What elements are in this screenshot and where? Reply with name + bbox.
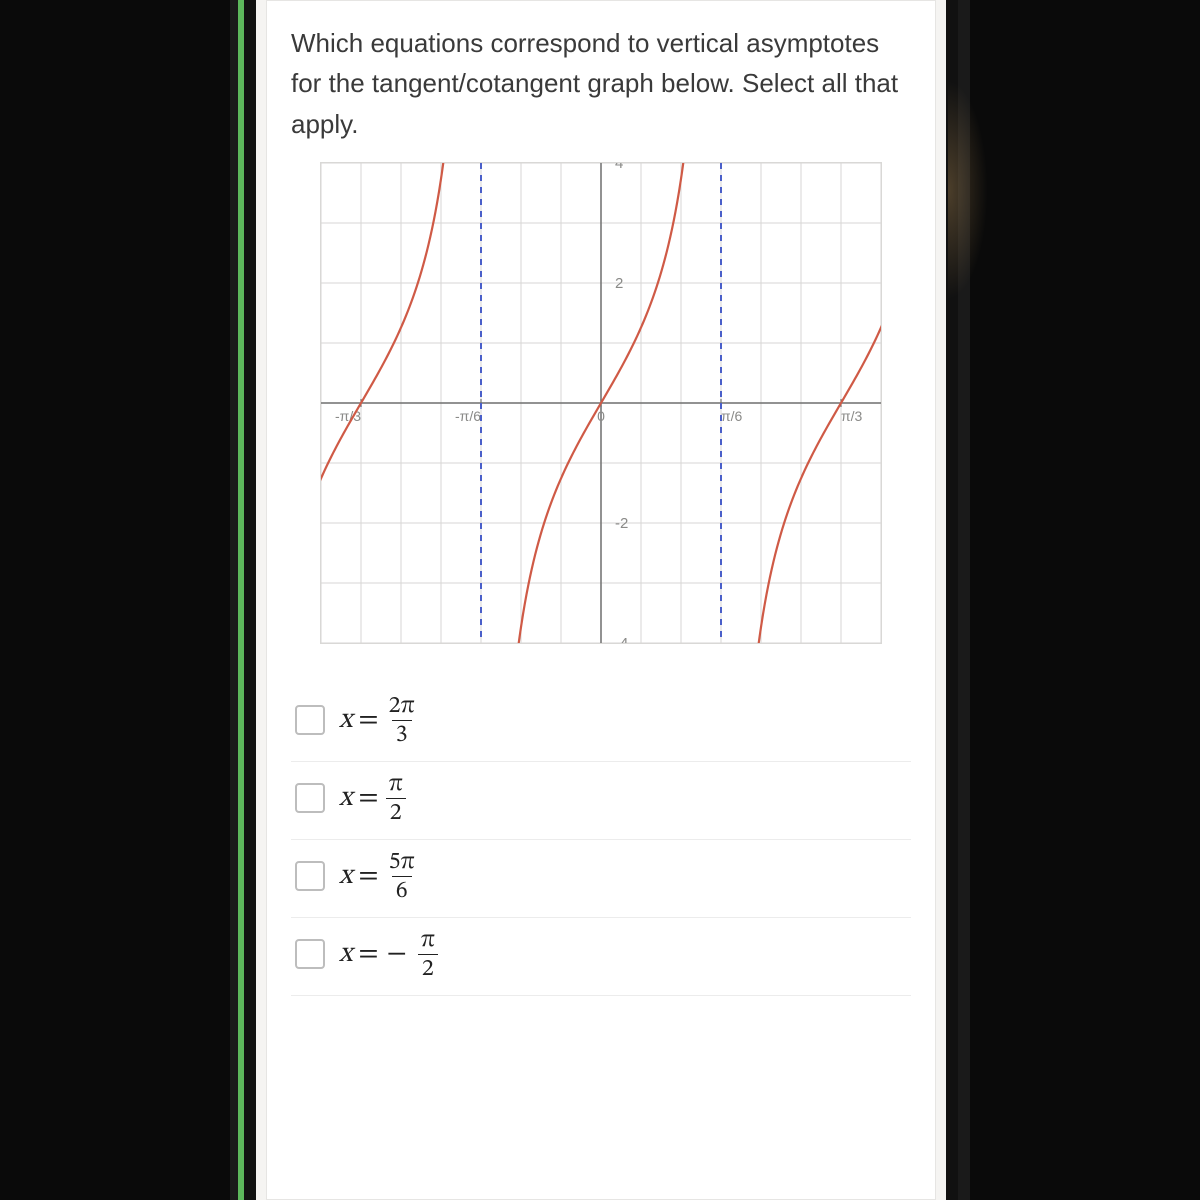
screen: Which equations correspond to vertical a… — [256, 0, 946, 1200]
svg-text:4: 4 — [615, 162, 623, 172]
checkbox[interactable] — [295, 939, 325, 969]
option-row[interactable]: x=π2 — [291, 762, 911, 840]
option-row[interactable]: x=5π6 — [291, 840, 911, 918]
equation: x=−π2 — [339, 928, 439, 981]
checkbox[interactable] — [295, 861, 325, 891]
option-row[interactable]: x=2π3 — [291, 684, 911, 762]
checkbox[interactable] — [295, 783, 325, 813]
svg-text:-π/6: -π/6 — [455, 408, 481, 424]
svg-text:π/6: π/6 — [721, 408, 743, 424]
tangent-graph: -4-224-π/3-π/60π/6π/3 — [320, 162, 882, 644]
answer-options: x=2π3 x=π2 x=5π6 x=−π2 — [291, 684, 911, 996]
svg-text:2: 2 — [615, 275, 623, 292]
equation: x=5π6 — [339, 850, 419, 903]
graph-container: -4-224-π/3-π/60π/6π/3 — [291, 162, 911, 644]
svg-text:0: 0 — [597, 408, 605, 424]
svg-text:-4: -4 — [615, 635, 628, 644]
question-text: Which equations correspond to vertical a… — [291, 23, 911, 144]
checkbox[interactable] — [295, 705, 325, 735]
svg-text:π/3: π/3 — [841, 408, 863, 424]
option-row[interactable]: x=−π2 — [291, 918, 911, 996]
svg-text:-2: -2 — [615, 515, 628, 532]
equation: x=2π3 — [339, 694, 419, 747]
accent-bar — [238, 0, 244, 1200]
side-glow — [948, 80, 988, 300]
question-card: Which equations correspond to vertical a… — [266, 0, 936, 1200]
equation: x=π2 — [339, 772, 407, 825]
phone-frame: Which equations correspond to vertical a… — [230, 0, 970, 1200]
